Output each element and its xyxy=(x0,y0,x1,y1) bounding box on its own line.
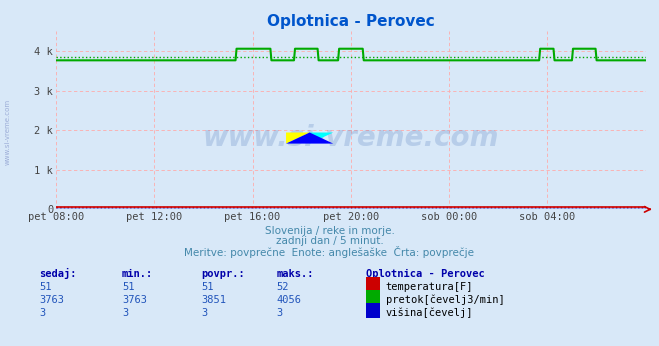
Text: Slovenija / reke in morje.: Slovenija / reke in morje. xyxy=(264,226,395,236)
Text: 3851: 3851 xyxy=(201,295,226,305)
Text: sedaj:: sedaj: xyxy=(40,268,77,279)
Text: Meritve: povprečne  Enote: anglešaške  Črta: povprečje: Meritve: povprečne Enote: anglešaške Črt… xyxy=(185,246,474,258)
Text: maks.:: maks.: xyxy=(277,269,314,279)
Text: 51: 51 xyxy=(40,282,52,292)
Text: min.:: min.: xyxy=(122,269,153,279)
Text: 3763: 3763 xyxy=(40,295,65,305)
Text: 52: 52 xyxy=(277,282,289,292)
Text: 4056: 4056 xyxy=(277,295,302,305)
Text: pretok[čevelj3/min]: pretok[čevelj3/min] xyxy=(386,294,504,305)
Text: zadnji dan / 5 minut.: zadnji dan / 5 minut. xyxy=(275,236,384,246)
Text: 3: 3 xyxy=(277,308,283,318)
Text: višina[čevelj]: višina[čevelj] xyxy=(386,307,473,318)
Polygon shape xyxy=(286,133,333,144)
Text: temperatura[F]: temperatura[F] xyxy=(386,282,473,292)
Text: www.si-vreme.com: www.si-vreme.com xyxy=(5,98,11,165)
Text: www.si-vreme.com: www.si-vreme.com xyxy=(203,124,499,152)
Text: 3: 3 xyxy=(122,308,128,318)
Text: Oplotnica - Perovec: Oplotnica - Perovec xyxy=(366,269,484,279)
Text: 3: 3 xyxy=(201,308,207,318)
Text: 51: 51 xyxy=(122,282,134,292)
Polygon shape xyxy=(286,133,310,144)
Text: 3: 3 xyxy=(40,308,45,318)
Text: povpr.:: povpr.: xyxy=(201,269,244,279)
Text: 3763: 3763 xyxy=(122,295,147,305)
Polygon shape xyxy=(310,133,333,144)
Title: Oplotnica - Perovec: Oplotnica - Perovec xyxy=(267,13,435,29)
Text: 51: 51 xyxy=(201,282,214,292)
